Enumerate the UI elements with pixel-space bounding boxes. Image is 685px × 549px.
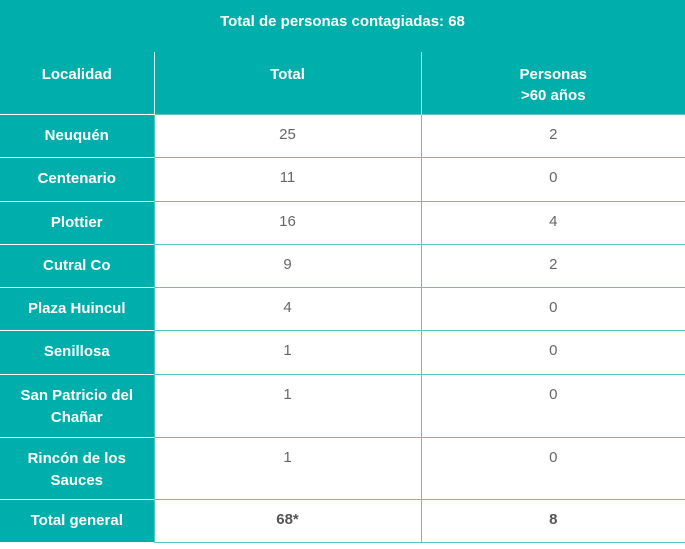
table-title: Total de personas contagiadas: 68: [0, 0, 685, 52]
table-row: San Patricio del Chañar 1 0: [0, 373, 685, 438]
table-row: Cutral Co 9 2: [0, 243, 685, 288]
cell-total: 25: [153, 113, 421, 158]
header-row: Localidad Total Personas >60 años: [0, 52, 685, 114]
header-localidad: Localidad: [0, 52, 154, 114]
cell-mayores: 2: [420, 243, 685, 288]
table-row: Rincón de los Sauces 1 0: [0, 436, 685, 500]
cell-mayores: 4: [420, 200, 685, 245]
header-mayores-line1: Personas: [519, 66, 588, 83]
cell-localidad: Cutral Co: [0, 243, 154, 287]
cell-total: 1: [153, 436, 421, 500]
cell-localidad: Senillosa: [0, 329, 154, 374]
cell-localidad: Plottier: [0, 200, 154, 244]
cell-mayores: 0: [420, 373, 685, 438]
cell-localidad: Centenario: [0, 156, 154, 201]
cell-total: 11: [153, 156, 421, 202]
cell-localidad: Plaza Huincul: [0, 286, 154, 330]
table-row: Plaza Huincul 4 0: [0, 286, 685, 331]
table-row: Senillosa 1 0: [0, 329, 685, 375]
header-mayores-line2: >60 años: [520, 87, 586, 104]
cell-total: 1: [153, 373, 421, 438]
cell-total: 1: [153, 329, 421, 375]
cell-mayores: 8: [420, 498, 685, 543]
cell-localidad: Neuquén: [0, 113, 154, 157]
cell-mayores: 0: [420, 156, 685, 202]
cases-table: Localidad Total Personas >60 años Neuquén…: [0, 52, 685, 543]
cell-mayores: 0: [420, 286, 685, 331]
cell-localidad: Rincón de los Sauces: [0, 436, 154, 499]
cell-mayores: 2: [420, 113, 685, 158]
header-total: Total: [153, 52, 421, 114]
table-row: Neuquén 25 2: [0, 113, 685, 158]
total-row: Total general 68* 8: [0, 498, 685, 543]
cell-mayores: 0: [420, 329, 685, 375]
cell-total: 4: [153, 286, 421, 331]
cell-total: 9: [153, 243, 421, 288]
cell-mayores: 0: [420, 436, 685, 500]
table-row: Centenario 11 0: [0, 156, 685, 202]
cell-total: 68*: [153, 498, 421, 543]
table-row: Plottier 16 4: [0, 200, 685, 245]
cell-localidad: San Patricio del Chañar: [0, 373, 154, 437]
header-mayores: Personas >60 años: [420, 52, 685, 114]
cell-localidad: Total general: [0, 498, 154, 542]
cell-total: 16: [153, 200, 421, 245]
